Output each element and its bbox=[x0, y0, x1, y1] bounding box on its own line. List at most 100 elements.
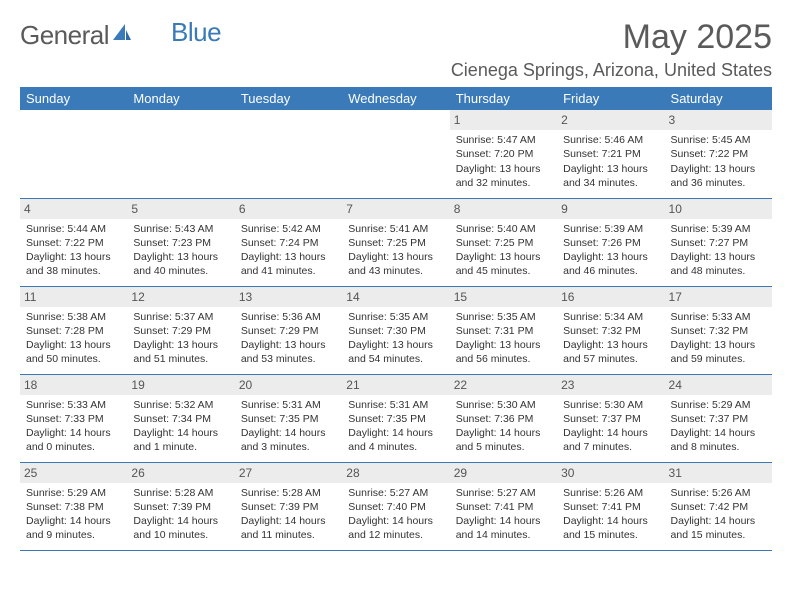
calendar-row: 25 Sunrise: 5:29 AMSunset: 7:38 PM Dayligh… bbox=[20, 462, 772, 550]
sunrise-line: Sunrise: 5:29 AM bbox=[671, 398, 766, 412]
daylight-line: Daylight: 13 hours and 46 minutes. bbox=[563, 250, 658, 278]
calendar-cell: 14Sunrise: 5:35 AMSunset: 7:30 PMDayligh… bbox=[342, 286, 449, 374]
calendar-cell: 23Sunrise: 5:30 AMSunset: 7:37 PMDayligh… bbox=[557, 374, 664, 462]
sunset-line: Sunset: 7:22 PM bbox=[26, 236, 121, 250]
daylight-line: Daylight: 14 hours and 14 minutes. bbox=[456, 514, 551, 542]
weekday-header: Saturday bbox=[665, 87, 772, 110]
day-number: 10 bbox=[665, 199, 772, 219]
sunset-line: Sunset: 7:22 PM bbox=[671, 147, 766, 161]
day-number: 7 bbox=[342, 199, 449, 219]
sunset-line: Sunset: 7:30 PM bbox=[348, 324, 443, 338]
sunrise-line: Sunrise: 5:31 AM bbox=[241, 398, 336, 412]
sunrise-line: Sunrise: 5:38 AM bbox=[26, 310, 121, 324]
day-number: 24 bbox=[665, 375, 772, 395]
sunrise-line: Sunrise: 5:27 AM bbox=[348, 486, 443, 500]
sunset-line: Sunset: 7:38 PM bbox=[26, 500, 121, 514]
sunset-line: Sunset: 7:41 PM bbox=[563, 500, 658, 514]
sunrise-line: Sunrise: 5:35 AM bbox=[456, 310, 551, 324]
sunrise-line: Sunrise: 5:41 AM bbox=[348, 222, 443, 236]
sunset-line: Sunset: 7:40 PM bbox=[348, 500, 443, 514]
daylight-line: Daylight: 13 hours and 36 minutes. bbox=[671, 162, 766, 190]
sunset-line: Sunset: 7:32 PM bbox=[671, 324, 766, 338]
calendar-cell bbox=[235, 110, 342, 198]
daylight-line: Daylight: 13 hours and 59 minutes. bbox=[671, 338, 766, 366]
sunset-line: Sunset: 7:37 PM bbox=[671, 412, 766, 426]
daylight-line: Daylight: 14 hours and 15 minutes. bbox=[671, 514, 766, 542]
weekday-header: Sunday bbox=[20, 87, 127, 110]
sunset-line: Sunset: 7:25 PM bbox=[348, 236, 443, 250]
sunset-line: Sunset: 7:41 PM bbox=[456, 500, 551, 514]
logo-text-blue: Blue bbox=[171, 17, 221, 48]
daylight-line: Daylight: 13 hours and 34 minutes. bbox=[563, 162, 658, 190]
sunset-line: Sunset: 7:32 PM bbox=[563, 324, 658, 338]
sunrise-line: Sunrise: 5:30 AM bbox=[456, 398, 551, 412]
sunset-line: Sunset: 7:33 PM bbox=[26, 412, 121, 426]
daylight-line: Daylight: 13 hours and 43 minutes. bbox=[348, 250, 443, 278]
day-number: 27 bbox=[235, 463, 342, 483]
logo: General Blue bbox=[20, 20, 221, 51]
weekday-header: Wednesday bbox=[342, 87, 449, 110]
weekday-header: Thursday bbox=[450, 87, 557, 110]
sunset-line: Sunset: 7:26 PM bbox=[563, 236, 658, 250]
calendar-cell: 15Sunrise: 5:35 AMSunset: 7:31 PMDayligh… bbox=[450, 286, 557, 374]
day-number: 29 bbox=[450, 463, 557, 483]
day-number: 5 bbox=[127, 199, 234, 219]
day-number: 12 bbox=[127, 287, 234, 307]
daylight-line: Daylight: 13 hours and 48 minutes. bbox=[671, 250, 766, 278]
day-number: 15 bbox=[450, 287, 557, 307]
sunrise-line: Sunrise: 5:33 AM bbox=[26, 398, 121, 412]
day-number: 13 bbox=[235, 287, 342, 307]
sunrise-line: Sunrise: 5:47 AM bbox=[456, 133, 551, 147]
sunset-line: Sunset: 7:28 PM bbox=[26, 324, 121, 338]
daylight-line: Daylight: 13 hours and 56 minutes. bbox=[456, 338, 551, 366]
sunset-line: Sunset: 7:39 PM bbox=[241, 500, 336, 514]
day-number: 26 bbox=[127, 463, 234, 483]
daylight-line: Daylight: 13 hours and 50 minutes. bbox=[26, 338, 121, 366]
daylight-line: Daylight: 14 hours and 11 minutes. bbox=[241, 514, 336, 542]
sunrise-line: Sunrise: 5:29 AM bbox=[26, 486, 121, 500]
sunset-line: Sunset: 7:36 PM bbox=[456, 412, 551, 426]
sunrise-line: Sunrise: 5:28 AM bbox=[241, 486, 336, 500]
calendar-cell: 28Sunrise: 5:27 AMSunset: 7:40 PMDayligh… bbox=[342, 462, 449, 550]
sunrise-line: Sunrise: 5:35 AM bbox=[348, 310, 443, 324]
sunset-line: Sunset: 7:34 PM bbox=[133, 412, 228, 426]
sunrise-line: Sunrise: 5:42 AM bbox=[241, 222, 336, 236]
day-number: 17 bbox=[665, 287, 772, 307]
daylight-line: Daylight: 13 hours and 57 minutes. bbox=[563, 338, 658, 366]
sunset-line: Sunset: 7:29 PM bbox=[133, 324, 228, 338]
day-number: 19 bbox=[127, 375, 234, 395]
day-number: 6 bbox=[235, 199, 342, 219]
daylight-line: Daylight: 14 hours and 3 minutes. bbox=[241, 426, 336, 454]
calendar-row: 11Sunrise: 5:38 AMSunset: 7:28 PMDayligh… bbox=[20, 286, 772, 374]
sunset-line: Sunset: 7:29 PM bbox=[241, 324, 336, 338]
sunrise-line: Sunrise: 5:32 AM bbox=[133, 398, 228, 412]
day-number: 21 bbox=[342, 375, 449, 395]
calendar-cell: 11Sunrise: 5:38 AMSunset: 7:28 PMDayligh… bbox=[20, 286, 127, 374]
calendar-cell: 5Sunrise: 5:43 AMSunset: 7:23 PMDaylight… bbox=[127, 198, 234, 286]
daylight-line: Daylight: 13 hours and 32 minutes. bbox=[456, 162, 551, 190]
weekday-header: Friday bbox=[557, 87, 664, 110]
daylight-line: Daylight: 14 hours and 15 minutes. bbox=[563, 514, 658, 542]
sunrise-line: Sunrise: 5:40 AM bbox=[456, 222, 551, 236]
day-number: 1 bbox=[450, 110, 557, 130]
day-number: 25 bbox=[20, 463, 127, 483]
day-number: 9 bbox=[557, 199, 664, 219]
sunset-line: Sunset: 7:27 PM bbox=[671, 236, 766, 250]
daylight-line: Daylight: 14 hours and 4 minutes. bbox=[348, 426, 443, 454]
daylight-line: Daylight: 13 hours and 41 minutes. bbox=[241, 250, 336, 278]
sunrise-line: Sunrise: 5:30 AM bbox=[563, 398, 658, 412]
day-number: 28 bbox=[342, 463, 449, 483]
sunset-line: Sunset: 7:42 PM bbox=[671, 500, 766, 514]
daylight-line: Daylight: 14 hours and 5 minutes. bbox=[456, 426, 551, 454]
calendar-cell: 4Sunrise: 5:44 AMSunset: 7:22 PMDaylight… bbox=[20, 198, 127, 286]
day-number: 23 bbox=[557, 375, 664, 395]
calendar-cell: 25Sunrise: 5:29 AMSunset: 7:38 PMDayligh… bbox=[20, 462, 127, 550]
title-block: May 2025 Cienega Springs, Arizona, Unite… bbox=[451, 20, 772, 81]
day-number: 14 bbox=[342, 287, 449, 307]
calendar-cell: 26Sunrise: 5:28 AMSunset: 7:39 PMDayligh… bbox=[127, 462, 234, 550]
sunrise-line: Sunrise: 5:45 AM bbox=[671, 133, 766, 147]
daylight-line: Daylight: 13 hours and 53 minutes. bbox=[241, 338, 336, 366]
sunset-line: Sunset: 7:39 PM bbox=[133, 500, 228, 514]
calendar-cell: 17Sunrise: 5:33 AMSunset: 7:32 PMDayligh… bbox=[665, 286, 772, 374]
calendar-cell: 10Sunrise: 5:39 AMSunset: 7:27 PMDayligh… bbox=[665, 198, 772, 286]
